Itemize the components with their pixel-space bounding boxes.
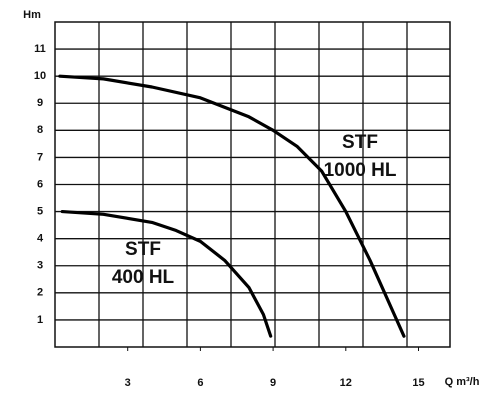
y-tick-label: 7 [37,151,43,163]
x-tick-label: 3 [125,377,131,389]
y-tick-label: 9 [37,97,43,109]
x-tick-label: 6 [197,377,203,389]
curve [60,209,273,338]
x-tick-label: 12 [340,377,352,389]
series-label: 400 HL [112,267,175,288]
x-tick-label: 9 [270,377,276,389]
series-label: STF [125,239,161,260]
y-tick-label: 8 [37,124,43,136]
y-tick-label: 11 [34,43,46,55]
y-tick-label: 4 [37,233,44,245]
y-tick-label: 5 [37,205,43,217]
curve [58,74,406,338]
series-label: 1000 HL [324,160,397,181]
series-label: STF [342,132,378,153]
y-axis-label: Hm [23,9,41,21]
x-tick-label: 15 [412,377,424,389]
y-tick-label: 1 [37,314,43,326]
x-axis-label: Q m³/h [445,376,480,388]
y-tick-label: 3 [37,260,43,272]
y-tick-label: 10 [34,70,46,82]
y-tick-label: 2 [37,287,43,299]
y-tick-label: 6 [37,178,43,190]
